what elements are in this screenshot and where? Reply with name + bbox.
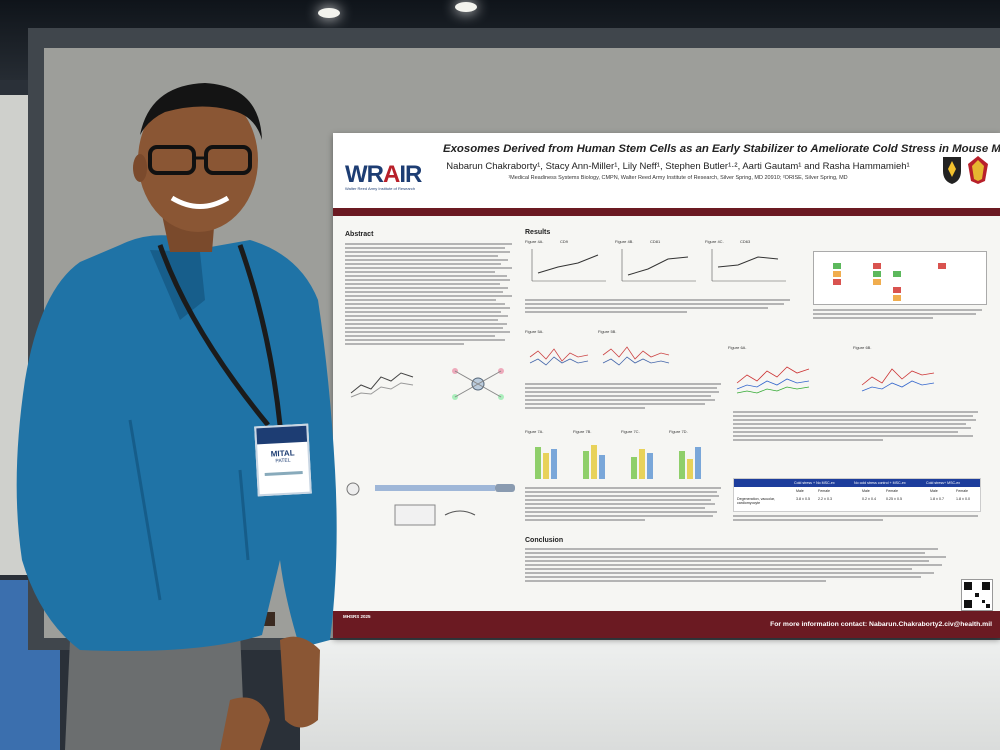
table-subheader: Female	[886, 489, 898, 493]
conference-label: MHSRS 2025	[343, 614, 371, 619]
abstract-text	[345, 243, 515, 347]
figure-label: Figure 5B.	[598, 329, 617, 334]
table-subheader: Female	[818, 489, 830, 493]
table-subheader: Male	[862, 489, 870, 493]
ceiling-light	[318, 8, 340, 18]
trousers	[65, 630, 245, 750]
figure-label: Figure 7C.	[621, 429, 640, 434]
badge-last-name: PATEL	[275, 457, 291, 465]
army-shield-icon	[943, 157, 961, 184]
figure-label: Figure 5A.	[525, 329, 544, 334]
conclusion-heading: Conclusion	[525, 537, 564, 544]
blood-pressure-plot	[861, 368, 935, 392]
figure-label: Figure 6B.	[853, 345, 872, 350]
name-badge: MITAL PATEL	[254, 423, 312, 497]
network-diagram	[452, 368, 504, 400]
medical-crest-icon	[968, 156, 988, 184]
heart-histopathology-table: Cold stress + No MSC-ex No cold stress c…	[733, 478, 981, 512]
chart-title: CD63	[740, 239, 751, 244]
table-row-label: Degeneration, vacuolar, cardiomyocyte	[737, 497, 775, 505]
figure7-caption	[525, 487, 725, 523]
logo-subtitle: Walter Reed Army Institute of Research	[345, 186, 416, 191]
contact-email: For more information contact: Nabarun.Ch…	[770, 621, 992, 628]
figure6-caption	[733, 411, 983, 443]
results-heading: Results	[525, 229, 551, 236]
study-design-diagram	[346, 482, 515, 526]
table-subheader: Female	[956, 489, 968, 493]
table-cell: 1.8 ± 0.7	[930, 497, 944, 501]
table-subheader: Male	[796, 489, 804, 493]
wrair-logo: WRAIR	[345, 161, 422, 188]
figure-label: Figure 7A.	[525, 429, 544, 434]
table-header: No cold stress control + MSC-ex	[854, 481, 906, 485]
research-poster: WRAIR Walter Reed Army Institute of Rese…	[333, 133, 1000, 638]
qr-code	[961, 579, 993, 611]
poster-header: WRAIR Walter Reed Army Institute of Rese…	[333, 133, 1000, 208]
blood-pressure-plot	[736, 366, 810, 394]
table-header: Cold stress+ MSC-ex	[926, 481, 961, 485]
figure-label: Figure 7D.	[669, 429, 688, 434]
table-cell: 0.2 ± 0.4	[862, 497, 876, 501]
table-cell: 1.8 ± 0.0	[956, 497, 970, 501]
shirt	[16, 235, 337, 651]
table1-caption	[813, 309, 985, 321]
poster-title: Exosomes Derived from Human Stem Cells a…	[443, 143, 1000, 155]
figure-label: Figure 6A.	[728, 345, 747, 350]
abstract-heading: Abstract	[345, 231, 374, 238]
lanyard	[157, 244, 283, 427]
figure-label: Figure 4C.	[705, 239, 724, 244]
ceiling-light	[455, 2, 477, 12]
poster-footer: MHSRS 2025 For more information contact:…	[333, 611, 1000, 638]
exosome-marker-plot	[711, 249, 786, 282]
chart-title: CD81	[650, 239, 661, 244]
temperature-plot	[350, 372, 414, 398]
table-subheader: Male	[930, 489, 938, 493]
glasses-icon	[148, 145, 196, 175]
poster-authors: Nabarun Chakraborty¹, Stacy Ann-Miller¹,…	[446, 161, 910, 172]
face	[138, 88, 258, 232]
figure-label: Figure 4A.	[525, 239, 544, 244]
figure-label: Figure 4B.	[615, 239, 634, 244]
maze-test-bar-charts	[535, 445, 701, 479]
poster-affiliations: ¹Medical Readiness Systems Biology, CMPN…	[508, 175, 848, 181]
temperature-plot	[529, 348, 589, 366]
table-header: Cold stress + No MSC-ex	[794, 481, 835, 485]
table-cell: 3.8 ± 0.5	[796, 497, 810, 501]
table2-caption	[733, 515, 983, 523]
exosome-marker-plot	[621, 249, 696, 282]
inflammatory-marker-table	[813, 251, 987, 305]
figure-label: Figure 7B.	[573, 429, 592, 434]
figure4-caption	[525, 299, 795, 315]
table	[300, 640, 1000, 750]
chart-title: CD9	[560, 239, 569, 244]
exosome-marker-plot	[531, 249, 606, 282]
temperature-plot	[602, 346, 670, 366]
header-divider	[333, 208, 1000, 216]
conclusion-text	[525, 548, 955, 584]
hair	[140, 83, 262, 140]
figure5-caption	[525, 383, 725, 411]
table-cell: 0.25 ± 0.5	[886, 497, 902, 501]
table-cell: 2.2 ± 0.3	[818, 497, 832, 501]
